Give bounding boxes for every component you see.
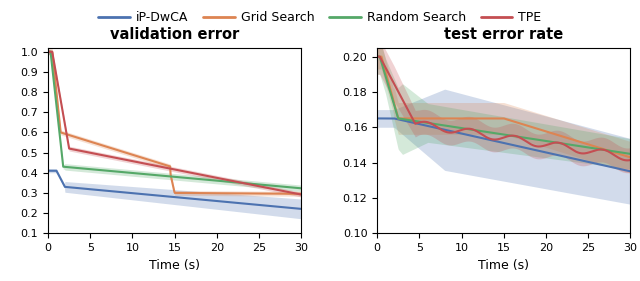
Legend: iP-DwCA, Grid Search, Random Search, TPE: iP-DwCA, Grid Search, Random Search, TPE xyxy=(93,6,547,29)
Title: test error rate: test error rate xyxy=(444,28,563,42)
X-axis label: Time (s): Time (s) xyxy=(149,259,200,271)
X-axis label: Time (s): Time (s) xyxy=(478,259,529,271)
Title: validation error: validation error xyxy=(110,28,239,42)
